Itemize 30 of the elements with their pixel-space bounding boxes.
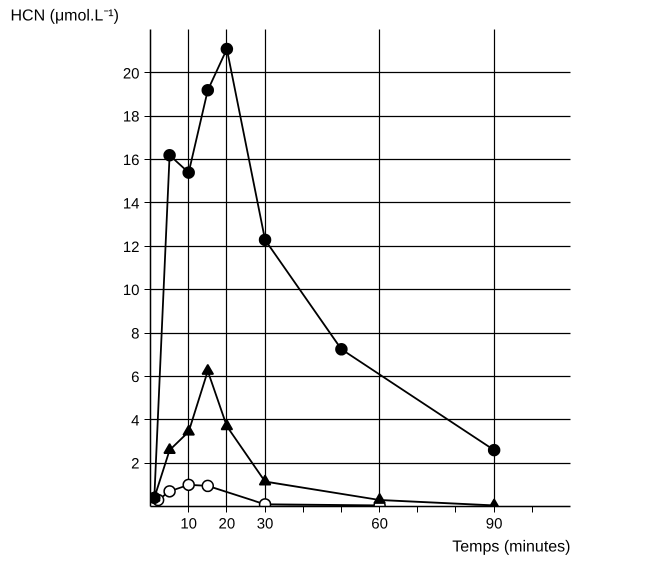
x-tick-label: 60 <box>371 516 388 532</box>
x-tick-label: 30 <box>256 516 274 532</box>
point <box>202 364 214 375</box>
y-tick-label: 12 <box>122 238 140 256</box>
point <box>202 84 214 96</box>
point <box>258 234 272 246</box>
y-tick-label: 6 <box>131 368 140 386</box>
y-tick-label: 4 <box>131 412 140 430</box>
x-tick-label: 90 <box>486 516 502 532</box>
y-tick-label: 8 <box>131 326 140 343</box>
point <box>163 149 176 162</box>
point <box>220 42 234 56</box>
x-tick-label: 20 <box>218 516 236 532</box>
y-tick-label: 20 <box>122 65 140 82</box>
point <box>335 343 348 356</box>
point <box>488 444 500 456</box>
y-tick-label: 14 <box>122 195 140 212</box>
x-axis-title: Temps (minutes) <box>452 538 570 556</box>
point <box>220 419 234 430</box>
point <box>163 443 176 454</box>
point <box>373 492 386 504</box>
y-tick-label: 2 <box>131 456 140 473</box>
y-tick-label: 16 <box>122 152 140 170</box>
x-tick-label: 10 <box>180 516 198 532</box>
y-tick-label: 18 <box>122 108 140 126</box>
y-tick-label: 10 <box>122 282 140 300</box>
point <box>182 424 195 436</box>
point <box>182 166 195 179</box>
y-axis-title: HCN (μmol.L⁻¹) <box>10 8 119 24</box>
point <box>258 474 272 486</box>
